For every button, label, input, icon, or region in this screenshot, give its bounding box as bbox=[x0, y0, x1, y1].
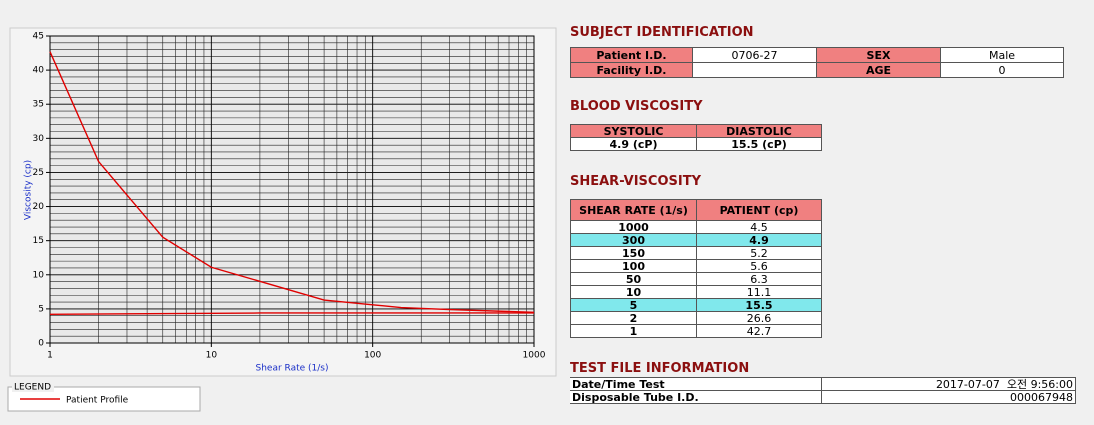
table-cell: 4.9 (cP) bbox=[570, 137, 697, 151]
table-cell: 0706-27 bbox=[692, 47, 817, 63]
table-cell: 150 bbox=[570, 246, 697, 260]
y-tick-label: 0 bbox=[38, 339, 44, 349]
table-cell: 15.5 bbox=[696, 298, 822, 312]
plot-border bbox=[49, 35, 535, 344]
table-cell: 2017-07-07 오전 9:56:00 bbox=[821, 377, 1076, 391]
table-cell: 100 bbox=[570, 259, 697, 273]
y-tick-label: 40 bbox=[33, 66, 45, 76]
x-tick-label: 100 bbox=[364, 351, 381, 361]
y-tick-label: 5 bbox=[38, 304, 44, 314]
table-cell: 300 bbox=[570, 233, 697, 247]
x-tick-label: 10 bbox=[206, 351, 218, 361]
legend-title: LEGEND bbox=[14, 383, 51, 393]
table-cell: 000067948 bbox=[821, 390, 1076, 404]
table-cell: 2 bbox=[570, 311, 697, 325]
y-tick-label: 45 bbox=[33, 32, 44, 42]
table-cell: PATIENT (cp) bbox=[696, 199, 822, 221]
y-tick-label: 35 bbox=[33, 100, 44, 110]
table-cell: 5.6 bbox=[696, 259, 822, 273]
table-cell: AGE bbox=[816, 62, 941, 78]
section-title: BLOOD VISCOSITY bbox=[570, 99, 703, 114]
y-tick-label: 15 bbox=[33, 236, 44, 246]
y-tick-label: 20 bbox=[33, 202, 45, 212]
table-cell: 10 bbox=[570, 285, 697, 299]
y-tick-label: 30 bbox=[33, 134, 45, 144]
table-cell: 26.6 bbox=[696, 311, 822, 325]
table-cell: DIASTOLIC bbox=[696, 124, 822, 138]
table-cell: Facility I.D. bbox=[570, 62, 693, 78]
table-cell: Date/Time Test bbox=[570, 377, 822, 391]
x-tick-label: 1000 bbox=[523, 351, 546, 361]
table-cell: 50 bbox=[570, 272, 697, 286]
y-tick-label: 10 bbox=[33, 270, 45, 280]
table-cell: Male bbox=[940, 47, 1064, 63]
table-cell: 5 bbox=[570, 298, 697, 312]
table-cell: 4.5 bbox=[696, 220, 822, 234]
table-cell: SHEAR RATE (1/s) bbox=[570, 199, 697, 221]
table-cell: 5.2 bbox=[696, 246, 822, 260]
table-cell: 1000 bbox=[570, 220, 697, 234]
table-cell: SEX bbox=[816, 47, 941, 63]
table-cell: 4.9 bbox=[696, 233, 822, 247]
data-line bbox=[49, 312, 534, 316]
data-line bbox=[49, 51, 535, 313]
chart: Shear Rate (1/s) Viscosity (cp) LEGEND 0… bbox=[7, 27, 557, 412]
x-axis-label: Shear Rate (1/s) bbox=[256, 364, 329, 374]
section-title: TEST FILE INFORMATION bbox=[570, 361, 750, 376]
table-cell bbox=[692, 62, 817, 78]
table-cell: Patient I.D. bbox=[570, 47, 693, 63]
table-cell: SYSTOLIC bbox=[570, 124, 697, 138]
section-title: SHEAR-VISCOSITY bbox=[570, 174, 701, 189]
table-cell: 11.1 bbox=[696, 285, 822, 299]
plot-area bbox=[50, 36, 534, 343]
legend-title-bg bbox=[12, 382, 54, 392]
table-cell: 0 bbox=[940, 62, 1064, 78]
y-tick-label: 25 bbox=[33, 168, 44, 178]
legend-label: Patient Profile bbox=[66, 396, 129, 406]
section-title: SUBJECT IDENTIFICATION bbox=[570, 25, 754, 40]
table-cell: 42.7 bbox=[696, 324, 822, 338]
table-cell: 15.5 (cP) bbox=[696, 137, 822, 151]
y-axis-label: Viscosity (cp) bbox=[24, 160, 34, 220]
table-cell: Disposable Tube I.D. bbox=[570, 390, 822, 404]
table-cell: 6.3 bbox=[696, 272, 822, 286]
x-tick-label: 1 bbox=[47, 351, 53, 361]
table-cell: 1 bbox=[570, 324, 697, 338]
